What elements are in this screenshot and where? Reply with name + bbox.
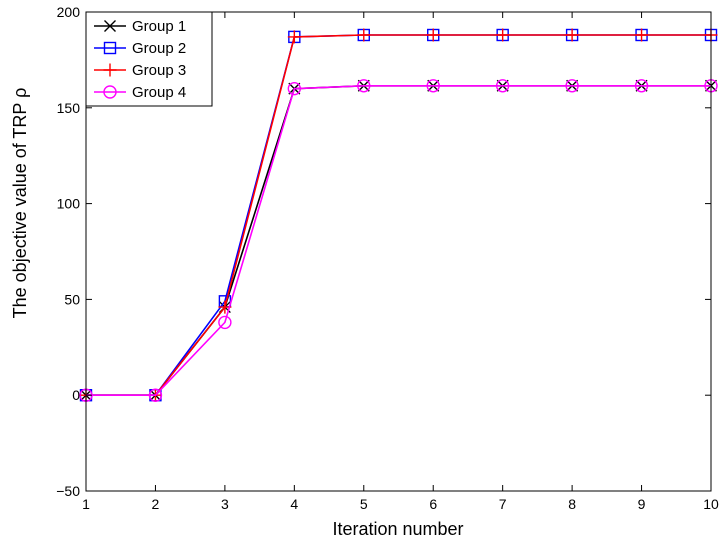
series-3-point-6 — [426, 28, 440, 42]
series-4-point-3 — [218, 315, 232, 330]
series-4-point-5 — [357, 79, 371, 93]
series-3-point-8 — [565, 28, 579, 42]
series-4-point-6 — [426, 79, 440, 93]
series-4-point-9 — [634, 79, 649, 93]
y-tick-label: 150 — [57, 100, 81, 116]
legend-item-3: Group 3 — [94, 62, 186, 79]
series-3-point-4 — [287, 30, 301, 44]
plot-frame — [85, 11, 712, 492]
y-tick-label: 0 — [72, 387, 80, 403]
y-tick-label: −50 — [56, 483, 80, 499]
y-tick-label: 100 — [57, 196, 81, 212]
legend-box — [85, 11, 213, 107]
legend-label: Group 2 — [132, 40, 186, 57]
legend-item-1: Group 1 — [94, 18, 186, 35]
legend-marker — [104, 20, 116, 32]
legend-label: Group 3 — [132, 62, 186, 79]
legend-marker — [103, 85, 117, 99]
x-axis-title: Iteration number — [332, 519, 463, 539]
legend-marker — [103, 41, 117, 55]
x-tick-label: 6 — [429, 496, 437, 512]
x-tick-label: 5 — [360, 496, 368, 512]
x-tick-label: 10 — [703, 496, 719, 512]
y-axis-title: The objective value of TRP ρ — [10, 88, 30, 319]
x-tick-label: 1 — [82, 496, 90, 512]
legend-label: Group 1 — [132, 18, 186, 35]
x-tick-label: 2 — [152, 496, 160, 512]
x-tick-label: 7 — [499, 496, 507, 512]
legend-marker — [103, 63, 117, 77]
series-4-point-7 — [495, 79, 510, 93]
series-4-line — [86, 84, 711, 397]
series-3-point-7 — [496, 28, 510, 42]
series-4-point-4 — [287, 81, 302, 96]
y-tick-label: 50 — [64, 291, 80, 307]
series-3-line — [86, 34, 711, 397]
legend-item-4: Group 4 — [94, 84, 186, 101]
series-3-point-5 — [357, 28, 371, 42]
series-4-point-2 — [148, 388, 163, 402]
y-tick-label: 200 — [57, 4, 81, 20]
series-4-point-8 — [565, 79, 579, 93]
x-tick-label: 9 — [638, 496, 646, 512]
series-3-point-9 — [635, 28, 649, 42]
series-layer — [79, 28, 718, 402]
x-tick-label: 4 — [290, 496, 298, 512]
x-tick-label: 8 — [568, 496, 576, 512]
axes-layer: −50 0 50 100 150 200 1 2 3 4 5 6 7 8 9 10 — [56, 4, 719, 512]
legend-label: Group 4 — [132, 84, 186, 101]
legend: Group 1 Group 2 Group 3 Group 4 — [85, 11, 213, 107]
legend-item-2: Group 2 — [94, 40, 186, 57]
x-tick-label: 3 — [221, 496, 229, 512]
